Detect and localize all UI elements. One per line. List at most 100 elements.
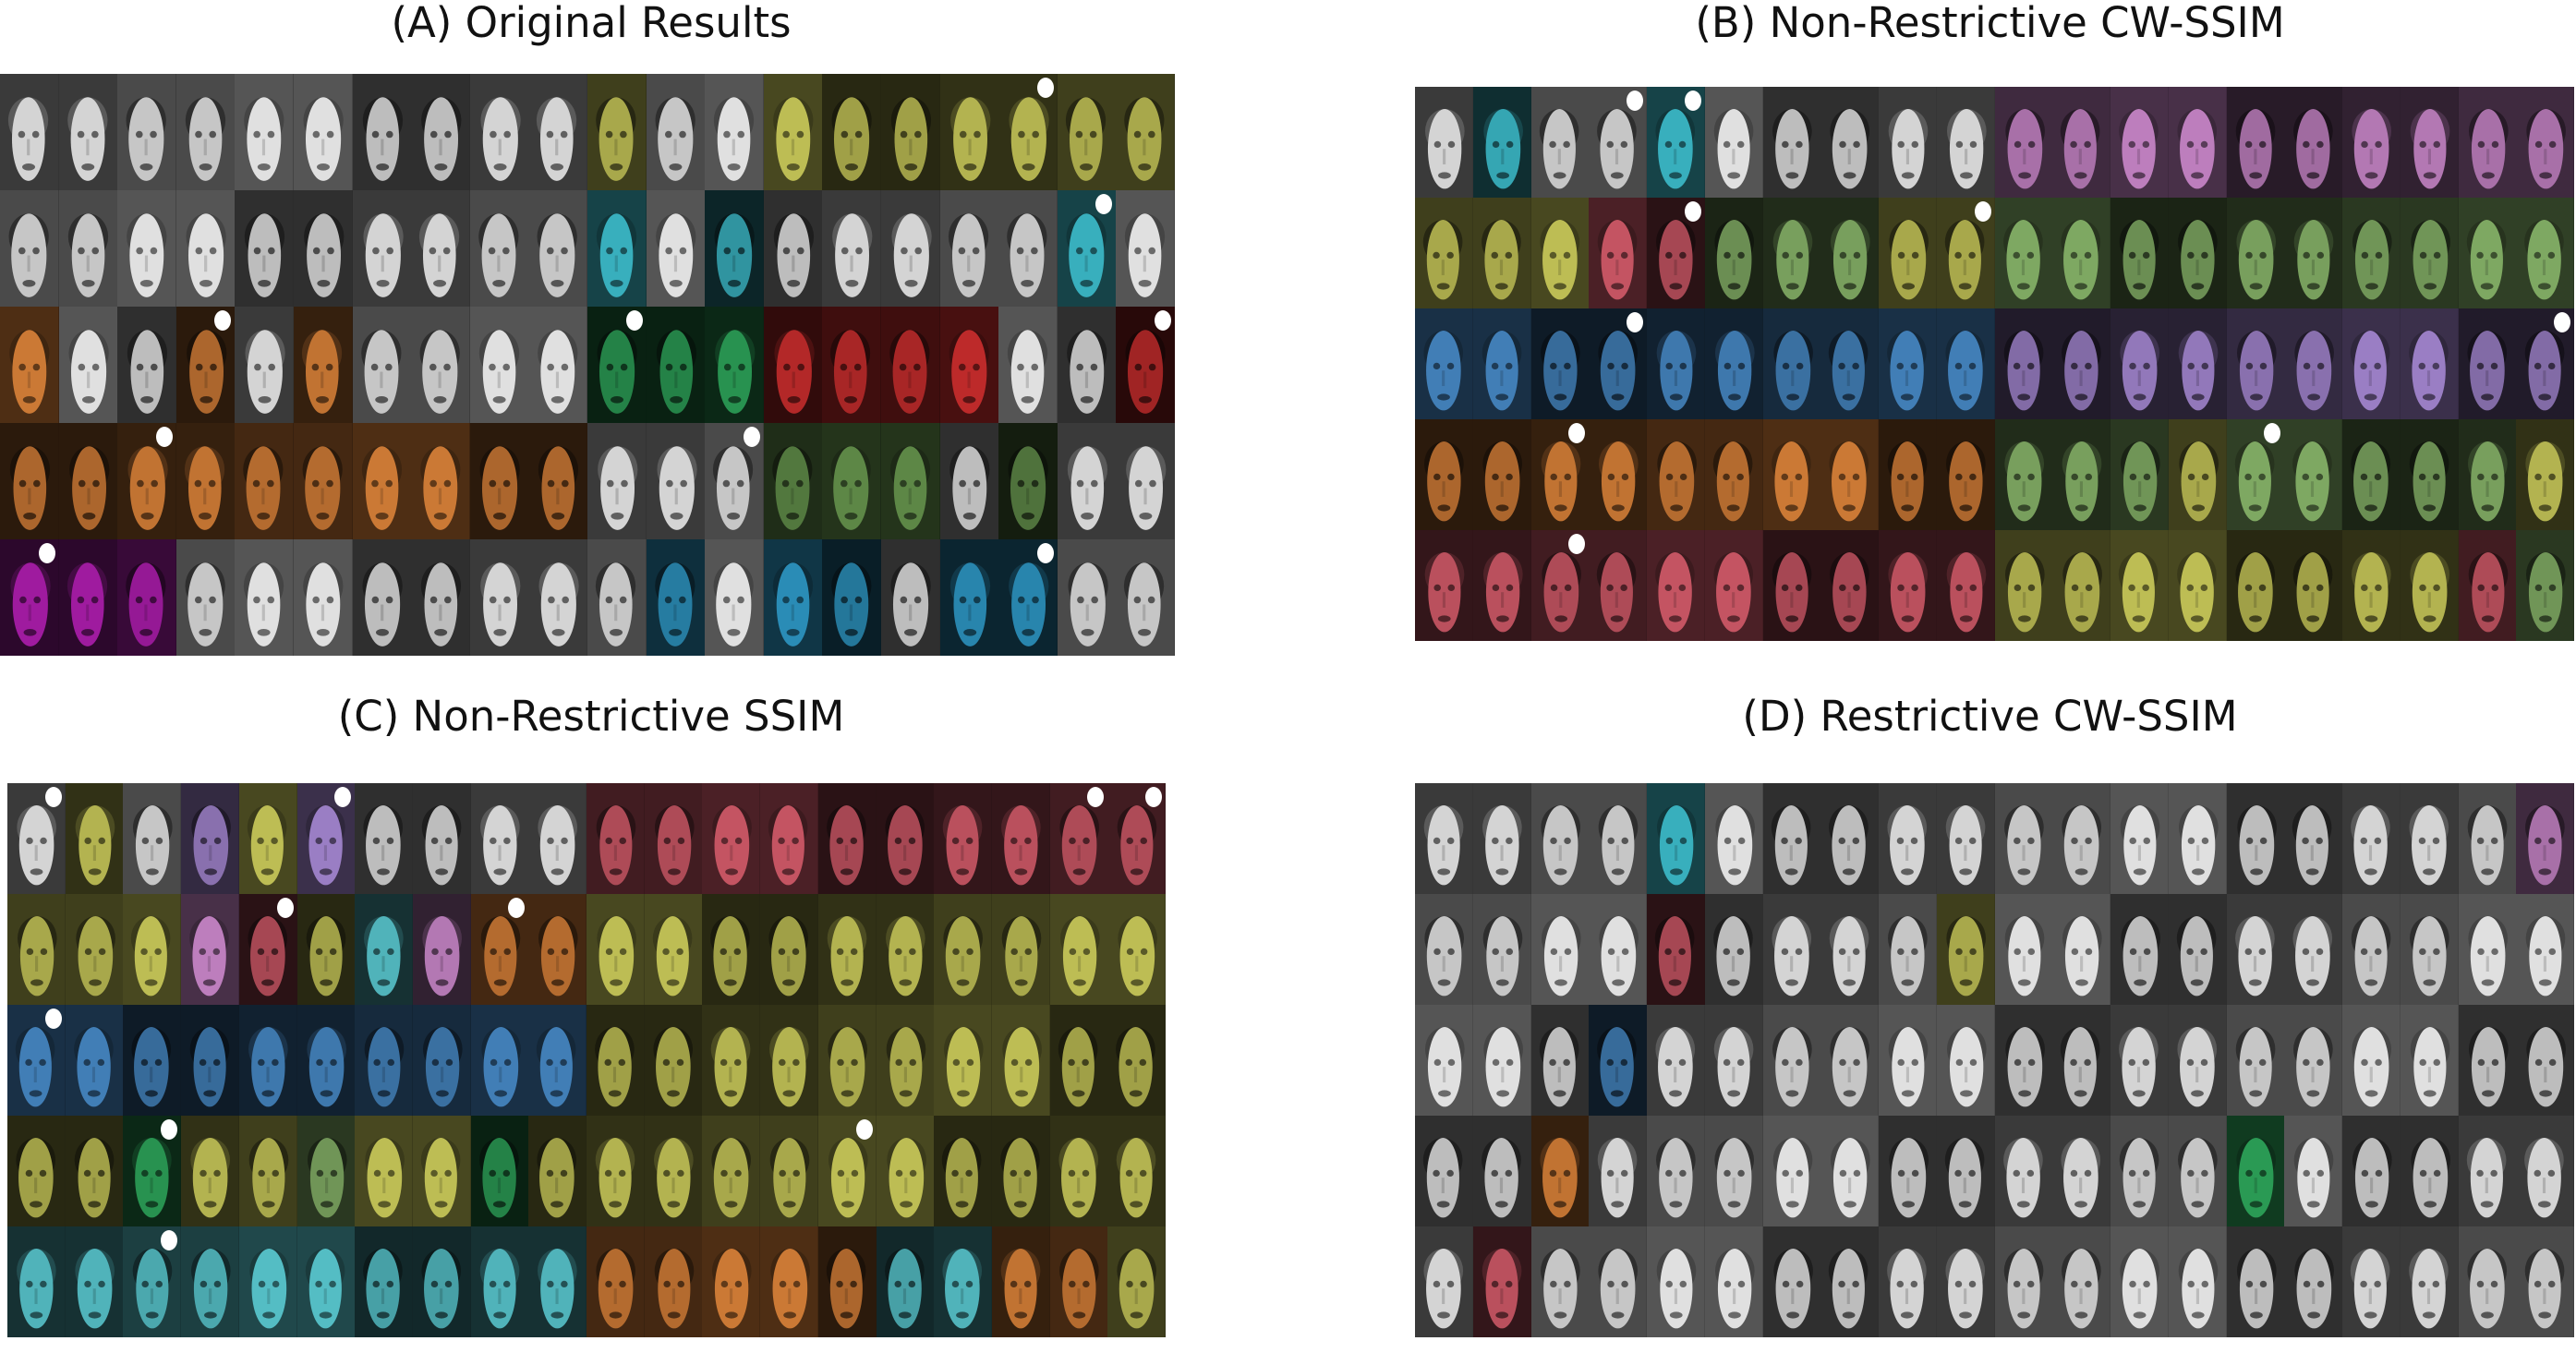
face-cell bbox=[2110, 87, 2169, 198]
face-cell bbox=[2052, 1005, 2110, 1116]
face-cell bbox=[2516, 1226, 2574, 1337]
face-cell bbox=[412, 1005, 471, 1116]
face-cell bbox=[644, 1116, 703, 1226]
face-cell bbox=[355, 1116, 413, 1226]
face-cell bbox=[293, 74, 353, 190]
face-cell bbox=[235, 307, 294, 423]
face-cell bbox=[470, 1226, 529, 1337]
face-cell bbox=[705, 423, 764, 539]
face-cell bbox=[1994, 198, 2053, 308]
face-cell bbox=[1472, 198, 1531, 308]
face-cell bbox=[1879, 198, 1937, 308]
face-cell bbox=[7, 1005, 66, 1116]
face-cell bbox=[296, 894, 356, 1005]
face-cell bbox=[0, 74, 59, 190]
marker-dot bbox=[38, 543, 55, 563]
face-cell bbox=[123, 783, 182, 894]
face-cell bbox=[528, 1005, 587, 1116]
face-cell bbox=[470, 894, 529, 1005]
face-cell bbox=[1472, 1005, 1531, 1116]
face-cell bbox=[1762, 87, 1821, 198]
face-cell bbox=[2516, 894, 2574, 1005]
face-cell bbox=[1936, 1226, 1995, 1337]
face-cell bbox=[1994, 530, 2053, 641]
face-cell bbox=[355, 1226, 413, 1337]
face-cell bbox=[412, 783, 471, 894]
face-cell bbox=[2458, 1226, 2517, 1337]
face-cell bbox=[2400, 783, 2459, 894]
face-cell bbox=[934, 783, 992, 894]
face-cell bbox=[1472, 1226, 1531, 1337]
face-cell bbox=[1530, 1005, 1590, 1116]
face-cell bbox=[1116, 74, 1175, 190]
face-cell bbox=[352, 423, 412, 539]
face-cell bbox=[587, 894, 645, 1005]
face-cell bbox=[470, 1116, 529, 1226]
face-cell bbox=[2516, 308, 2574, 419]
face-cell bbox=[1936, 530, 1995, 641]
face-cell bbox=[528, 74, 587, 190]
face-cell bbox=[7, 783, 66, 894]
face-cell bbox=[2516, 1116, 2574, 1226]
face-cell bbox=[646, 74, 706, 190]
face-cell bbox=[763, 74, 823, 190]
face-cell bbox=[2458, 87, 2517, 198]
face-cell bbox=[1057, 190, 1117, 307]
face-cell bbox=[1762, 198, 1821, 308]
marker-dot bbox=[1036, 78, 1054, 98]
panel-a: (A) Original Results bbox=[0, 0, 1182, 658]
face-cell bbox=[293, 539, 353, 656]
face-cell bbox=[352, 539, 412, 656]
face-cell bbox=[355, 783, 413, 894]
face-cell bbox=[1647, 419, 1705, 530]
face-cell bbox=[702, 1005, 761, 1116]
face-cell bbox=[117, 539, 176, 656]
face-cell bbox=[2168, 87, 2227, 198]
face-grid bbox=[0, 74, 1175, 656]
face-cell bbox=[998, 74, 1058, 190]
face-cell bbox=[760, 783, 818, 894]
face-cell bbox=[528, 190, 587, 307]
face-cell bbox=[876, 783, 935, 894]
face-cell bbox=[876, 894, 935, 1005]
face-cell bbox=[175, 190, 236, 307]
face-cell bbox=[1472, 87, 1531, 198]
face-cell bbox=[1994, 1005, 2053, 1116]
face-cell bbox=[58, 423, 118, 539]
face-cell bbox=[763, 539, 823, 656]
face-cell bbox=[1116, 423, 1175, 539]
face-cell bbox=[1879, 1226, 1937, 1337]
face-cell bbox=[2458, 419, 2517, 530]
face-cell bbox=[2052, 419, 2110, 530]
face-cell bbox=[1762, 783, 1821, 894]
face-cell bbox=[2342, 530, 2401, 641]
marker-dot bbox=[508, 898, 526, 918]
marker-dot bbox=[161, 1119, 178, 1140]
face-cell bbox=[939, 307, 999, 423]
face-cell bbox=[238, 1005, 297, 1116]
face-cell bbox=[1647, 783, 1705, 894]
face-cell bbox=[991, 1226, 1050, 1337]
face-cell bbox=[2284, 530, 2342, 641]
face-cell bbox=[587, 190, 647, 307]
face-cell bbox=[760, 1226, 818, 1337]
face-cell bbox=[1936, 783, 1995, 894]
face-cell bbox=[58, 74, 118, 190]
face-cell bbox=[2226, 894, 2285, 1005]
face-cell bbox=[175, 423, 236, 539]
face-cell bbox=[411, 423, 470, 539]
face-cell bbox=[2458, 530, 2517, 641]
face-cell bbox=[411, 307, 470, 423]
face-cell bbox=[2110, 198, 2169, 308]
face-cell bbox=[2516, 1005, 2574, 1116]
face-cell bbox=[0, 539, 59, 656]
marker-dot bbox=[743, 427, 760, 447]
face-cell bbox=[1472, 783, 1531, 894]
marker-dot bbox=[1627, 91, 1643, 111]
face-cell bbox=[1820, 87, 1879, 198]
face-cell bbox=[1415, 308, 1473, 419]
panel-title: (D) Restrictive CW-SSIM bbox=[1742, 692, 2238, 741]
face-cell bbox=[1530, 419, 1590, 530]
marker-dot bbox=[2264, 423, 2281, 443]
face-cell bbox=[646, 190, 706, 307]
